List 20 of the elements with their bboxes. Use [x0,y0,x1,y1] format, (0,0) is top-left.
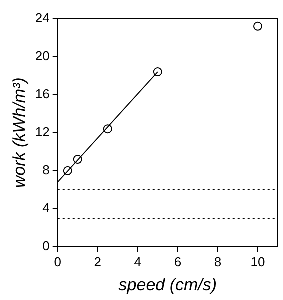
point [253,22,262,31]
y-tick-label: 4 [42,200,50,216]
x-tick-label: 0 [54,254,62,270]
point [103,124,112,134]
y-tick-label: 0 [42,238,50,254]
point [73,155,82,164]
x-tick-label: 10 [250,254,266,270]
x-tick-label: 6 [174,254,182,270]
x-tick-label: 8 [214,254,222,270]
y-tick-label: 8 [42,162,50,178]
y-tick-label: 24 [35,10,50,26]
point [63,166,72,176]
x-tick-label: 4 [134,254,142,270]
y-axis-title: work (kWh/m³) [10,78,29,188]
point [153,68,162,77]
y-tick-label: 12 [35,124,50,140]
x-axis-title: speed (cm/s) [118,276,218,295]
y-tick-label: 16 [35,86,50,102]
x-tick-label: 2 [94,254,102,270]
y-tick-label: 20 [35,48,50,64]
